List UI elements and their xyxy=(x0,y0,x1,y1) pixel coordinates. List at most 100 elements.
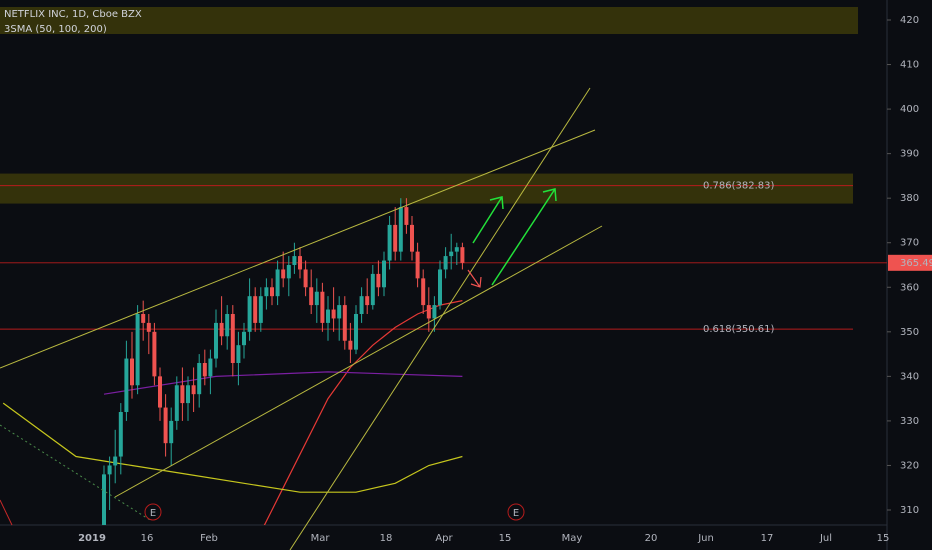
x-tick-label: 17 xyxy=(761,533,774,544)
candle-body xyxy=(118,412,123,457)
candle-body xyxy=(270,287,274,297)
earnings-marker xyxy=(507,503,525,521)
arrow xyxy=(472,196,504,244)
header-band xyxy=(0,7,858,34)
candle-body xyxy=(376,273,381,288)
candle-body xyxy=(242,331,246,346)
candle-body xyxy=(326,309,330,323)
candle-body xyxy=(460,247,465,263)
plot-area xyxy=(0,173,887,525)
candle-body xyxy=(130,358,134,386)
candle-body xyxy=(124,358,129,412)
earnings-marker xyxy=(144,503,162,521)
trend-line xyxy=(289,87,591,550)
x-tick-label: 15 xyxy=(499,533,512,544)
trend-line xyxy=(0,499,13,526)
candle-body xyxy=(180,385,185,404)
candle-body xyxy=(314,291,319,306)
trend-line xyxy=(0,424,151,521)
candle-body xyxy=(387,224,392,261)
drawings xyxy=(0,87,603,550)
candle-body xyxy=(438,269,442,306)
candle-body xyxy=(320,291,325,323)
candle-body xyxy=(370,273,375,306)
candle-body xyxy=(337,305,342,319)
x-tick-label: Jun xyxy=(697,533,714,544)
sma-line xyxy=(103,371,463,395)
candle-body xyxy=(230,314,235,363)
candle-body xyxy=(281,269,286,279)
candle-body xyxy=(158,376,162,408)
chart-subtitle: 3SMA (50, 100, 200) xyxy=(4,24,107,35)
earnings-label: E xyxy=(513,508,519,519)
candle-body xyxy=(393,224,398,252)
candle-body xyxy=(141,314,146,323)
fib-label: 0.618(350.61) xyxy=(703,324,775,335)
candle-body xyxy=(152,331,157,377)
candle-body xyxy=(208,358,213,377)
candle-body xyxy=(410,224,414,252)
y-tick-label: 310 xyxy=(900,505,919,516)
candle-body xyxy=(264,287,269,297)
x-tick-label: May xyxy=(562,533,583,544)
y-tick-label: 350 xyxy=(900,327,919,338)
candle-body xyxy=(135,314,140,386)
y-tick-label: 380 xyxy=(900,193,919,204)
candle-body xyxy=(354,314,358,350)
candle-body xyxy=(309,287,314,306)
candle-body xyxy=(113,456,118,466)
candle-body xyxy=(398,207,403,252)
trend-line xyxy=(0,129,596,369)
candle-body xyxy=(454,247,459,252)
x-tick-label: Feb xyxy=(200,533,218,544)
candle-body xyxy=(348,340,353,350)
candle-body xyxy=(292,256,297,265)
candle-body xyxy=(303,269,308,288)
candle-body xyxy=(449,251,454,257)
candle-body xyxy=(146,322,151,332)
y-tick-label: 390 xyxy=(900,149,919,160)
candle-body xyxy=(236,345,241,363)
candle-body xyxy=(202,363,207,377)
candle-body xyxy=(443,256,448,270)
candle-body xyxy=(404,207,409,225)
candle-body xyxy=(426,305,431,319)
arrow xyxy=(467,269,482,288)
x-tick-label: 16 xyxy=(141,533,154,544)
candle-body xyxy=(174,385,179,421)
trend-line xyxy=(114,225,603,498)
x-tick-label: Mar xyxy=(311,533,331,544)
price-label: 365.49 xyxy=(900,258,932,269)
candle-body xyxy=(365,296,370,306)
candle-body xyxy=(107,465,112,475)
price-tag xyxy=(888,254,932,271)
candle-body xyxy=(421,278,426,306)
candle-body xyxy=(359,296,364,314)
x-tick-label: 20 xyxy=(645,533,658,544)
x-tick-label: Jul xyxy=(819,533,832,544)
candle-body xyxy=(191,385,196,395)
y-tick-label: 370 xyxy=(900,238,919,249)
sma-line xyxy=(2,402,463,493)
x-tick-label: 15 xyxy=(877,533,890,544)
y-tick-label: 360 xyxy=(900,282,919,293)
chart-title: NETFLIX INC, 1D, Cboe BZX xyxy=(4,9,142,20)
sma-line xyxy=(263,300,463,525)
candle-body xyxy=(225,314,230,337)
x-tick-label: 18 xyxy=(380,533,393,544)
candle-body xyxy=(275,269,280,297)
earnings-label: E xyxy=(150,508,156,519)
candle-body xyxy=(286,265,291,279)
arrow xyxy=(491,188,557,286)
y-tick-label: 330 xyxy=(900,416,919,427)
y-tick-label: 410 xyxy=(900,60,919,71)
y-tick-label: 400 xyxy=(900,104,919,115)
candle-body xyxy=(169,420,174,444)
candle-body xyxy=(163,407,168,444)
candle-body xyxy=(342,305,347,341)
candle-body xyxy=(432,305,437,319)
candle-body xyxy=(214,322,218,359)
candle-body xyxy=(298,256,302,270)
fib-band xyxy=(0,173,853,204)
